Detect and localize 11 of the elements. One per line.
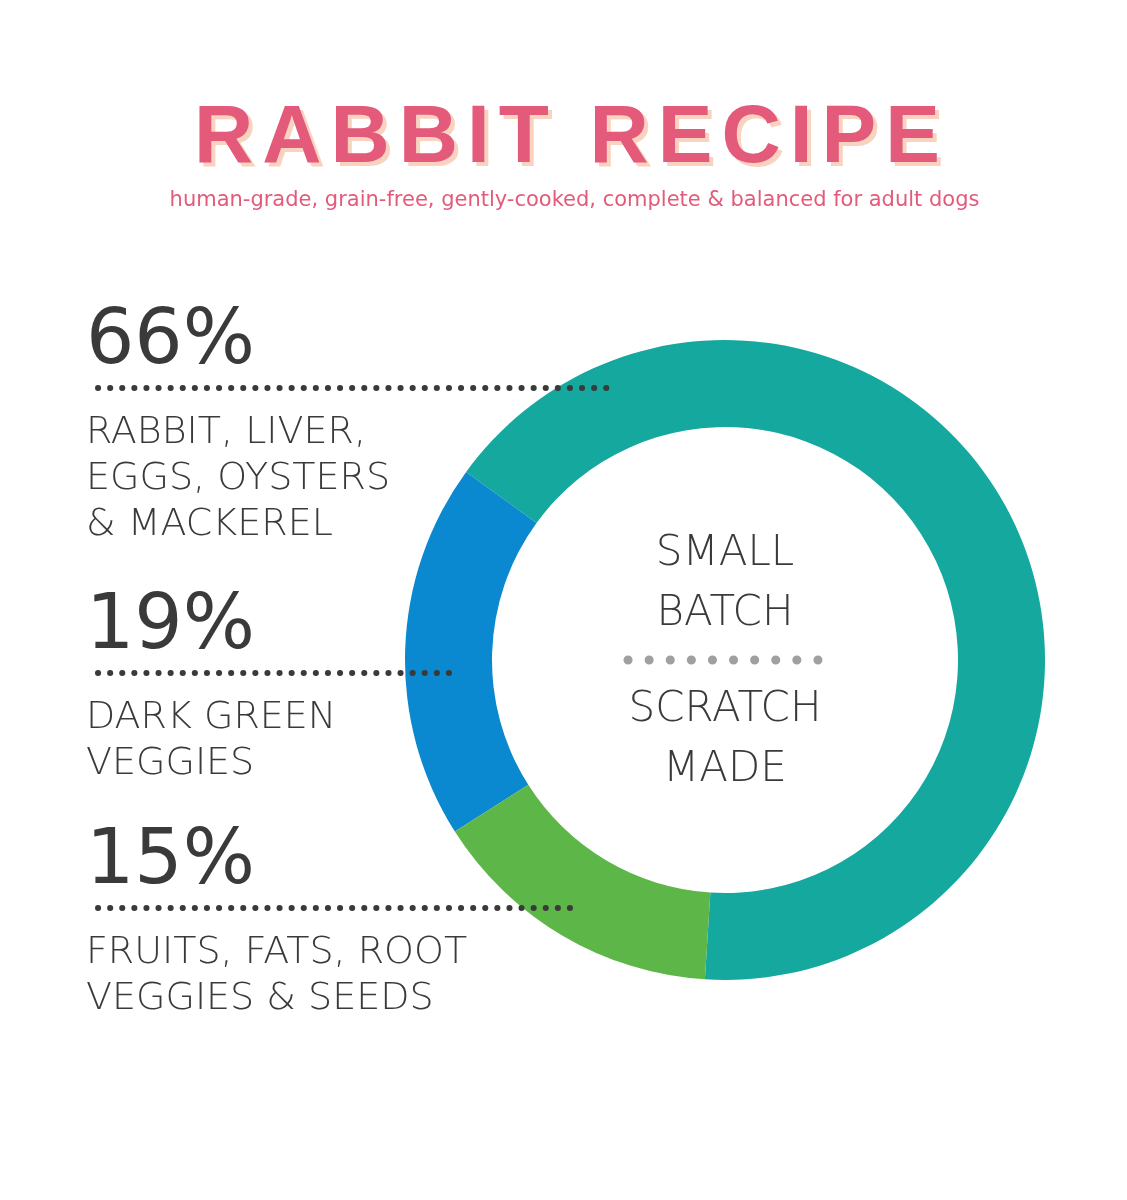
- data-label: 66%: [86, 292, 255, 381]
- data-label: 19%: [86, 577, 255, 666]
- slice-label: DARK GREEN VEGGIES: [86, 693, 337, 783]
- donut-slice: [466, 340, 1045, 980]
- slice-label: FRUITS, FATS, ROOT VEGGIES & SEEDS: [86, 928, 468, 1018]
- text: SCRATCH MADE: [628, 682, 822, 791]
- data-label: 15%: [86, 812, 255, 901]
- donut-slice: [405, 471, 537, 832]
- text: SMALL BATCH: [655, 526, 795, 635]
- chart-subtitle: human-grade, grain-free, gently-cooked, complete & balanced for adult dogs: [169, 187, 980, 211]
- slice-label: RABBIT, LIVER, EGGS, OYSTERS & MACKEREL: [86, 408, 391, 544]
